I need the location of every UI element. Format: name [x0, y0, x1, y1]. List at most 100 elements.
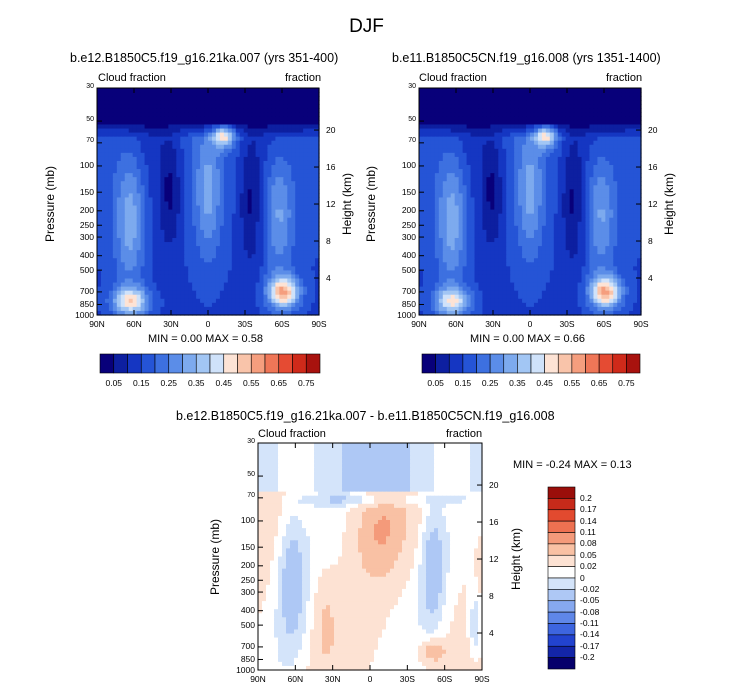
heatmap-cell — [116, 173, 122, 178]
heatmap-cell — [100, 136, 106, 142]
heatmap-cell — [172, 229, 177, 235]
heatmap-cell — [303, 217, 308, 223]
heatmap-cell — [108, 201, 114, 207]
heatmap-cell — [593, 132, 598, 138]
heatmap-cell — [593, 160, 598, 166]
heatmap-cell — [419, 132, 424, 138]
heatmap-cell — [537, 156, 543, 162]
heatmap-cell — [223, 132, 229, 138]
heatmap-cell — [204, 140, 209, 146]
heatmap-cell — [458, 104, 464, 109]
heatmap-cell — [235, 233, 241, 239]
heatmap-cell — [609, 128, 614, 134]
heatmap-cell — [148, 294, 154, 300]
heatmap-cell — [569, 132, 575, 138]
heatmap-cell — [255, 124, 261, 130]
heatmap-cell — [486, 173, 491, 178]
heatmap-cell — [128, 290, 134, 296]
heatmap-cell — [506, 156, 511, 162]
heatmap-cell — [211, 160, 217, 166]
heatmap-cell — [267, 310, 273, 316]
heatmap-cell — [589, 92, 595, 97]
heatmap-cell — [188, 221, 193, 227]
heatmap-cell — [307, 286, 312, 292]
heatmap-cell — [311, 233, 316, 239]
heatmap-cell — [545, 165, 551, 170]
heatmap-cell — [247, 156, 253, 162]
heatmap-cell — [136, 189, 142, 194]
heatmap-cell — [176, 136, 181, 142]
heatmap-cell — [589, 88, 595, 93]
heatmap-cell — [164, 173, 169, 178]
heatmap-cell — [311, 225, 316, 231]
heatmap-cell — [120, 302, 126, 308]
heatmap-cell — [299, 108, 304, 113]
heatmap-cell — [581, 92, 587, 97]
heatmap-cell — [148, 274, 154, 280]
heatmap-cell — [577, 156, 583, 162]
heatmap-cell — [462, 88, 468, 93]
heatmap-cell — [215, 306, 221, 312]
heatmap-cell — [283, 233, 288, 239]
heatmap-cell — [172, 177, 177, 182]
heatmap-cell — [275, 286, 280, 292]
heatmap-cell — [223, 189, 229, 194]
heatmap-cell — [231, 152, 237, 158]
heatmap-cell — [132, 160, 138, 166]
heatmap-cell — [541, 193, 547, 199]
heatmap-cell — [585, 181, 591, 186]
y-tick-label: 1000 — [397, 309, 416, 320]
heatmap-cell — [120, 165, 126, 170]
heatmap-cell — [108, 193, 114, 199]
heatmap-cell — [621, 197, 626, 203]
heatmap-cell — [219, 193, 225, 199]
heatmap-cell — [498, 148, 503, 154]
heatmap-cell — [200, 286, 205, 292]
heatmap-cell — [132, 156, 138, 162]
heatmap-cell — [283, 229, 288, 235]
heatmap-cell — [561, 108, 567, 113]
heatmap-cell — [219, 197, 225, 203]
heatmap-cell — [208, 165, 213, 170]
heatmap-cell — [299, 165, 304, 170]
heatmap-cell — [100, 169, 106, 174]
colorbar-label: 0.45 — [536, 378, 553, 388]
heatmap-cell — [573, 165, 579, 170]
heatmap-cell — [287, 258, 292, 263]
heatmap-cell — [514, 156, 519, 162]
heatmap-cell — [490, 144, 495, 150]
heatmap-cell — [577, 120, 583, 126]
heatmap-cell — [152, 262, 158, 267]
heatmap-cell — [518, 96, 523, 101]
heatmap-cell — [490, 165, 495, 170]
heatmap-cell — [446, 112, 452, 117]
heatmap-cell — [601, 185, 606, 190]
heatmap-cell — [275, 128, 280, 134]
heatmap-cell — [545, 193, 551, 199]
heatmap-cell — [168, 242, 173, 247]
heatmap-cell — [231, 286, 237, 292]
heatmap-cell — [188, 205, 193, 211]
heatmap-cell — [255, 254, 261, 259]
heatmap-cell — [223, 201, 229, 207]
heatmap-cell — [617, 201, 622, 207]
heatmap-cell — [231, 185, 237, 190]
heatmap-cell — [537, 124, 543, 130]
heatmap-cell — [486, 201, 491, 207]
heatmap-cell — [518, 185, 523, 190]
heatmap-cell — [545, 185, 551, 190]
heatmap-cell — [553, 132, 559, 138]
heatmap-cell — [625, 201, 630, 207]
heatmap-cell — [108, 156, 114, 162]
heatmap-cell — [223, 266, 229, 272]
heatmap-cell — [422, 177, 428, 182]
heatmap-cell — [498, 104, 503, 109]
heatmap-cell — [573, 96, 579, 101]
heatmap-cell — [116, 160, 122, 166]
heatmap-cell — [573, 140, 579, 146]
heatmap-cell — [557, 136, 563, 142]
heatmap-cell — [243, 298, 249, 304]
heatmap-cell — [287, 237, 292, 243]
heatmap-cell — [152, 152, 158, 158]
heatmap-cell — [561, 185, 567, 190]
